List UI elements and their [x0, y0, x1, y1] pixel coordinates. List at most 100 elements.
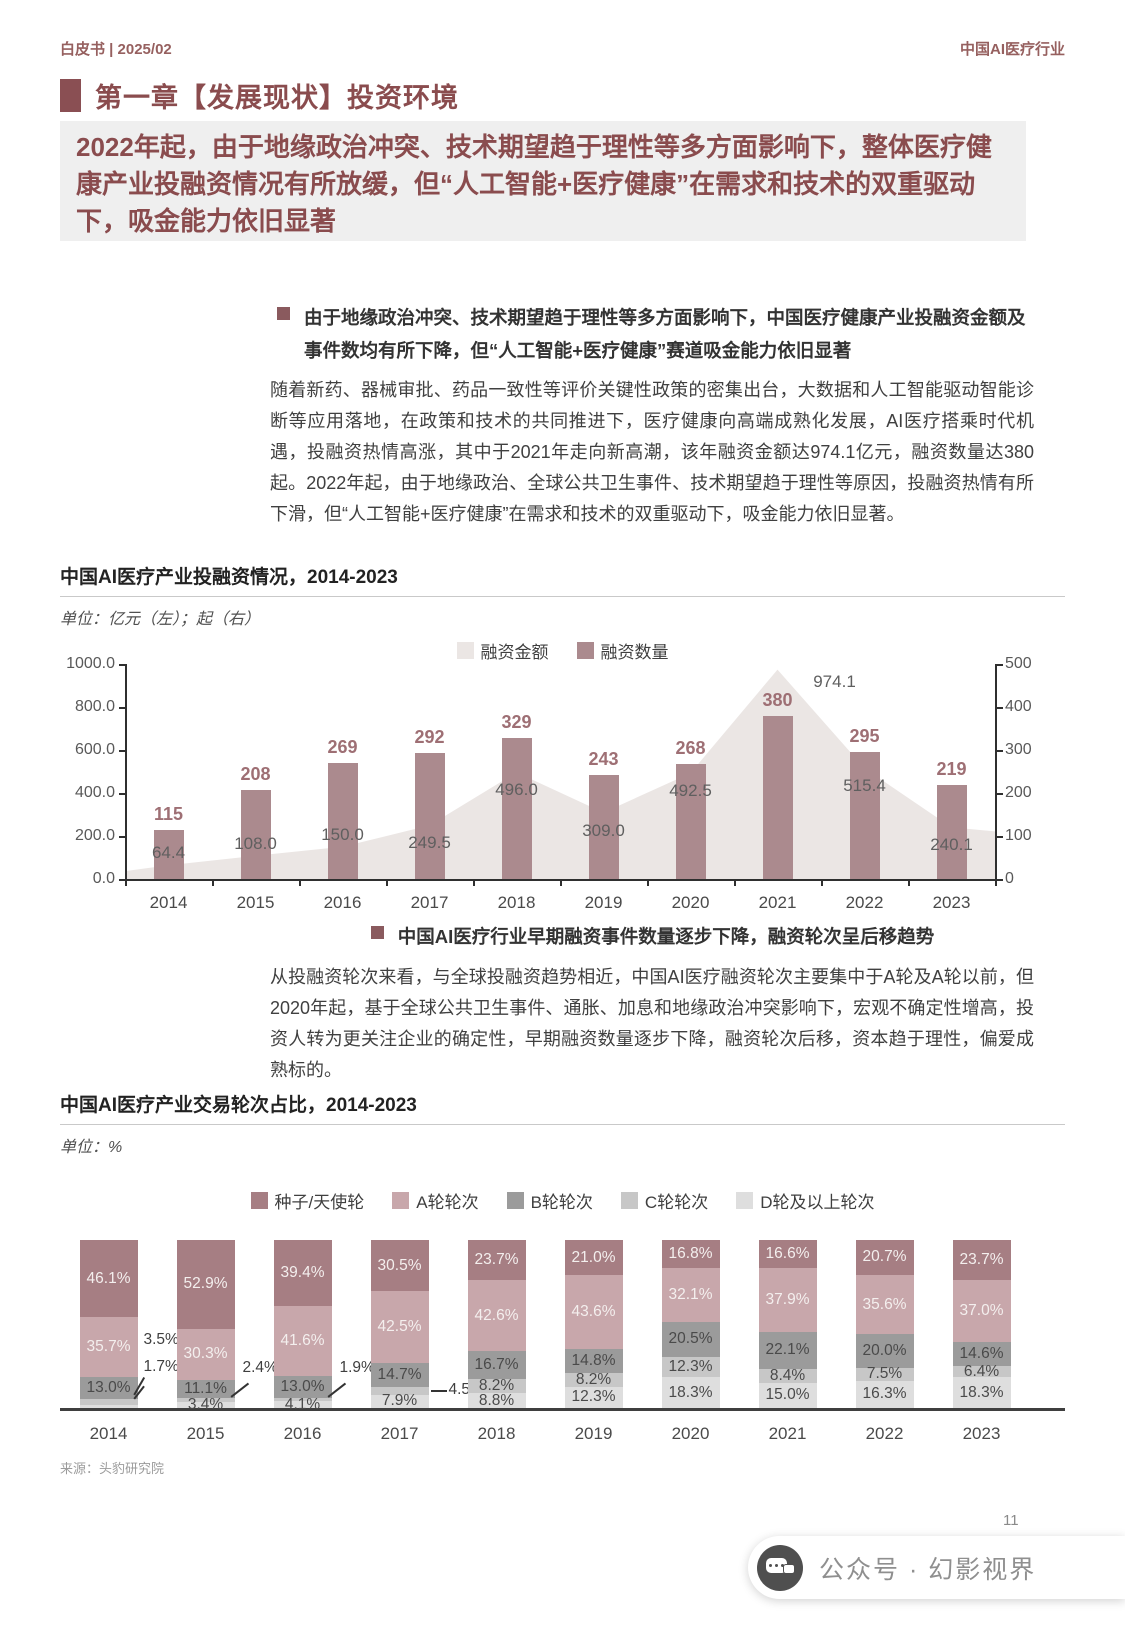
legend-swatch	[506, 1192, 524, 1209]
legend-item-种子/天使轮: 种子/天使轮	[250, 1188, 365, 1213]
industry-label: 中国AI医疗行业	[959, 41, 1065, 58]
x-axis-label-2018: 2018	[497, 893, 536, 912]
bar-2019	[588, 774, 619, 879]
segment-value-label: 12.3%	[668, 1357, 713, 1375]
area-value-label: 64.4	[151, 843, 186, 863]
segment-种子/天使轮: 30.5%	[370, 1240, 429, 1292]
left-axis-line	[125, 664, 127, 881]
legend-swatch	[736, 1192, 754, 1209]
segment-种子/天使轮: 39.4%	[273, 1240, 332, 1307]
segment-value-label: 8.4%	[769, 1366, 806, 1384]
key-point-2-text: 中国AI医疗行业早期融资事件数量逐步下降，融资轮次呈后移趋势	[397, 926, 935, 947]
area-value-label: 249.5	[408, 833, 451, 853]
bar-value-label: 208	[240, 763, 271, 784]
stacked-bar-2021: 16.6% 37.9% 22.1% 8.4% 15.0%	[758, 1240, 817, 1408]
segment-value-label: 16.3%	[862, 1385, 907, 1403]
chart2-plot: 46.1% 35.7% 13.0% 3.5% 1.7% 2014 52.9% 30.3% 11.…	[60, 1240, 1065, 1455]
x-axis-tick	[734, 879, 736, 886]
investment-chart-block: 中国AI医疗产业投融资情况，2014-2023 单位：亿元（左）；起（右） 融资…	[60, 562, 1065, 932]
chart1-divider	[60, 596, 1065, 597]
segment-C轮轮次: 8.2%	[467, 1377, 526, 1394]
x-axis-tick	[821, 879, 823, 886]
x-axis-label-2019: 2019	[584, 893, 623, 912]
legend-swatch	[250, 1192, 268, 1209]
chart2-bottom-axis	[60, 1408, 1065, 1411]
segment-value-label: 7.5%	[866, 1365, 903, 1383]
segment-value-label: 41.6%	[280, 1332, 325, 1350]
segment-B轮轮次: 11.1%	[176, 1379, 235, 1399]
segment-D轮及以上轮次: 8.8%	[467, 1392, 526, 1409]
right-axis-line	[995, 664, 997, 881]
segment-value-label: 7.9%	[381, 1392, 418, 1410]
stacked-bar-2016: 39.4% 41.6% 13.0% 4.1%	[273, 1240, 332, 1413]
right-axis-tick	[997, 879, 1003, 881]
segment-C轮轮次: 12.3%	[661, 1356, 720, 1378]
x-axis-label-2014: 2014	[149, 893, 188, 912]
area-value-label: 108.0	[234, 833, 277, 853]
segment-value-label: 22.1%	[765, 1341, 810, 1359]
legend-item-D轮及以上轮次: D轮及以上轮次	[736, 1188, 874, 1213]
bar-2014	[153, 829, 184, 879]
chapter-title: 第一章【发展现状】投资环境	[95, 83, 459, 113]
right-axis-tick-label: 400	[1005, 698, 1032, 715]
stacked-bar-2019: 21.0% 43.6% 14.8% 8.2% 12.3%	[564, 1240, 623, 1408]
chapter-marker-block	[60, 79, 81, 112]
segment-B轮轮次: 22.1%	[758, 1331, 817, 1369]
bullet-square-icon	[277, 307, 290, 320]
segment-value-label: 20.7%	[862, 1248, 907, 1266]
segment-C轮轮次: 7.5%	[855, 1365, 914, 1383]
x-axis-label-2023: 2023	[962, 1424, 1001, 1443]
x-axis-label-2015: 2015	[236, 893, 275, 912]
segment-value-label: 42.5%	[377, 1317, 422, 1335]
segment-A轮轮次: 42.6%	[467, 1279, 526, 1352]
right-axis-tick-label: 200	[1005, 784, 1032, 801]
x-axis-label-2019: 2019	[574, 1424, 613, 1443]
stacked-bar-2017: 30.5% 42.5% 14.7% 7.9%	[370, 1240, 429, 1410]
chat-bubbles-icon	[757, 1544, 803, 1591]
left-axis-tick	[119, 879, 125, 881]
segment-value-label: 21.0%	[571, 1248, 616, 1266]
segment-种子/天使轮: 52.9%	[176, 1240, 235, 1329]
callout-label: 1.7%	[143, 1358, 179, 1375]
segment-种子/天使轮: 21.0%	[564, 1240, 623, 1276]
segment-A轮轮次: 35.7%	[79, 1317, 138, 1378]
left-axis-tick-label: 600.0	[74, 741, 115, 758]
callout-leader-line	[430, 1390, 447, 1392]
segment-A轮轮次: 32.1%	[661, 1268, 720, 1323]
segment-种子/天使轮: 23.7%	[467, 1240, 526, 1280]
x-axis-tick	[299, 879, 301, 886]
segment-A轮轮次: 37.0%	[952, 1279, 1011, 1342]
segment-A轮轮次: 30.3%	[176, 1328, 235, 1380]
segment-value-label: 39.4%	[280, 1264, 325, 1282]
callout-label: 1.9%	[339, 1359, 375, 1376]
segment-value-label: 14.8%	[571, 1351, 616, 1369]
segment-C轮轮次: 8.2%	[564, 1371, 623, 1388]
bar-value-label: 115	[153, 803, 184, 824]
bar-value-label: 269	[327, 737, 358, 758]
segment-D轮及以上轮次	[79, 1405, 138, 1408]
segment-value-label: 11.1%	[184, 1379, 227, 1397]
segment-B轮轮次: 14.7%	[370, 1362, 429, 1388]
segment-C轮轮次	[176, 1398, 235, 1403]
bullet-square-icon	[370, 926, 384, 939]
bar-value-label: 243	[588, 748, 619, 769]
segment-value-label: 37.0%	[959, 1301, 1004, 1319]
legend-label: B轮轮次	[530, 1193, 593, 1212]
segment-value-label: 20.0%	[862, 1342, 907, 1360]
segment-value-label: 3.4%	[187, 1396, 224, 1414]
legend-swatch	[456, 642, 474, 659]
source-note: 来源：头豹研究院	[60, 1461, 165, 1476]
chart2-legend: 种子/天使轮 A轮轮次 B轮轮次 C轮轮次 D轮及以上轮次	[60, 1188, 1065, 1213]
area-value-label: 492.5	[669, 781, 712, 801]
watermark-pill: 公众号 · 幻影视界	[748, 1536, 1125, 1599]
segment-B轮轮次: 13.0%	[273, 1376, 332, 1398]
legend-label: D轮及以上轮次	[760, 1193, 875, 1212]
right-axis-tick	[997, 836, 1003, 838]
segment-value-label: 35.7%	[86, 1338, 131, 1356]
segment-种子/天使轮: 16.6%	[758, 1240, 817, 1268]
segment-value-label: 18.3%	[959, 1383, 1004, 1401]
segment-D轮及以上轮次: 12.3%	[564, 1387, 623, 1408]
page-number: 11	[1003, 1512, 1019, 1529]
legend-label: 种子/天使轮	[274, 1193, 365, 1212]
